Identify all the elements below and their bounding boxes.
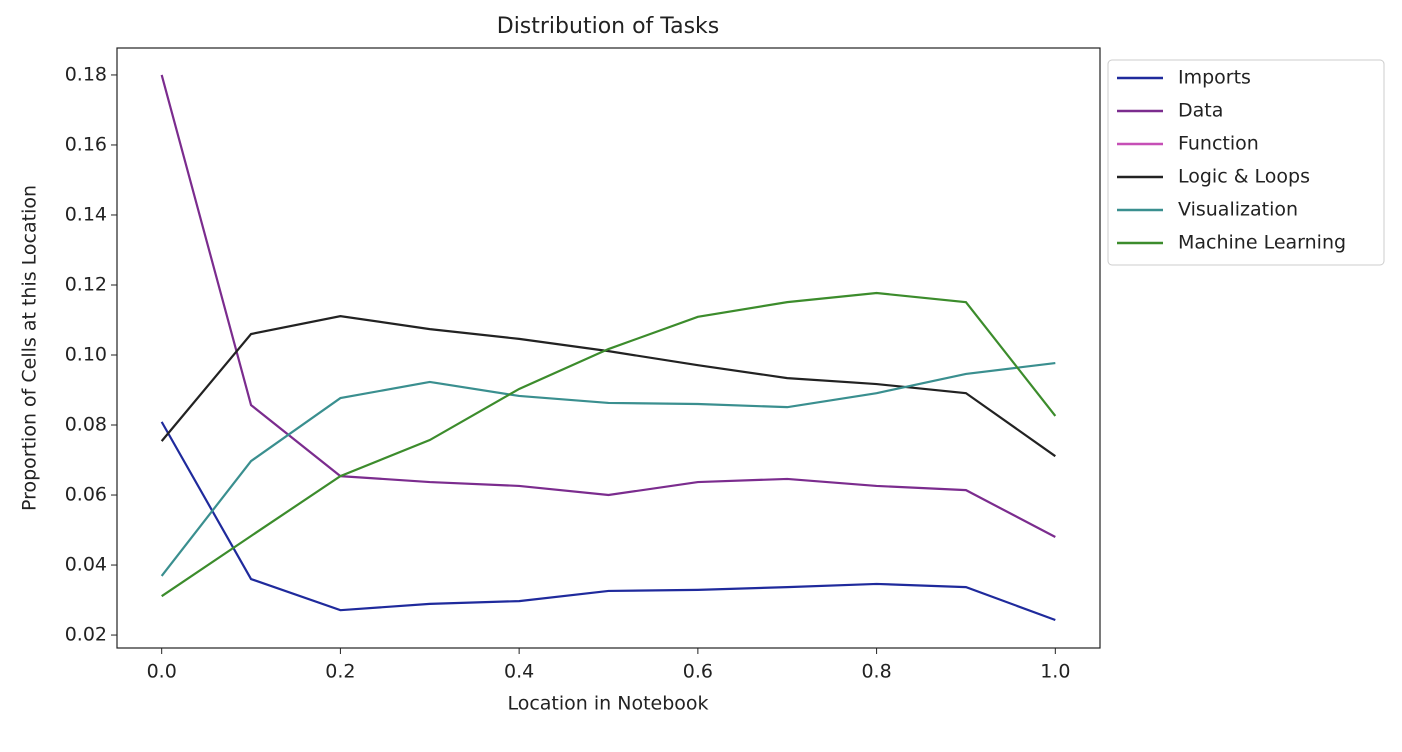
plot-frame xyxy=(116,47,1101,649)
y-tick-label: 0.12 xyxy=(65,273,107,295)
series-line xyxy=(160,421,1056,622)
x-tick-label: 0.6 xyxy=(683,661,713,683)
y-tick-label: 0.08 xyxy=(65,414,107,436)
y-tick-label: 0.16 xyxy=(65,133,107,155)
x-tick-label: 0.0 xyxy=(147,661,177,683)
x-axis-label: Location in Notebook xyxy=(507,693,708,715)
series-line xyxy=(160,74,1056,539)
legend-label: Imports xyxy=(1178,67,1251,89)
x-tick-label: 0.2 xyxy=(325,661,355,683)
y-axis-label: Proportion of Cells at this Location xyxy=(19,185,41,511)
y-tick-label: 0.04 xyxy=(65,554,107,576)
legend-label: Data xyxy=(1178,100,1223,122)
series-line xyxy=(160,315,1056,458)
y-tick-label: 0.18 xyxy=(65,63,107,85)
x-tick-label: 0.8 xyxy=(861,661,891,683)
series-line xyxy=(161,291,1057,598)
x-tick-label: 0.4 xyxy=(504,661,534,683)
x-tick-label: 1.0 xyxy=(1040,661,1070,683)
legend-label: Function xyxy=(1178,133,1259,155)
series-line xyxy=(160,361,1056,577)
y-tick-label: 0.02 xyxy=(65,624,107,646)
legend-label: Machine Learning xyxy=(1178,232,1346,254)
y-tick-label: 0.10 xyxy=(65,344,107,366)
legend-label: Visualization xyxy=(1178,199,1298,221)
legend-label: Logic & Loops xyxy=(1178,166,1310,188)
chart-title: Distribution of Tasks xyxy=(497,14,719,39)
legend-box xyxy=(1107,59,1385,266)
y-tick-label: 0.14 xyxy=(65,203,107,225)
y-tick-label: 0.06 xyxy=(65,484,107,506)
